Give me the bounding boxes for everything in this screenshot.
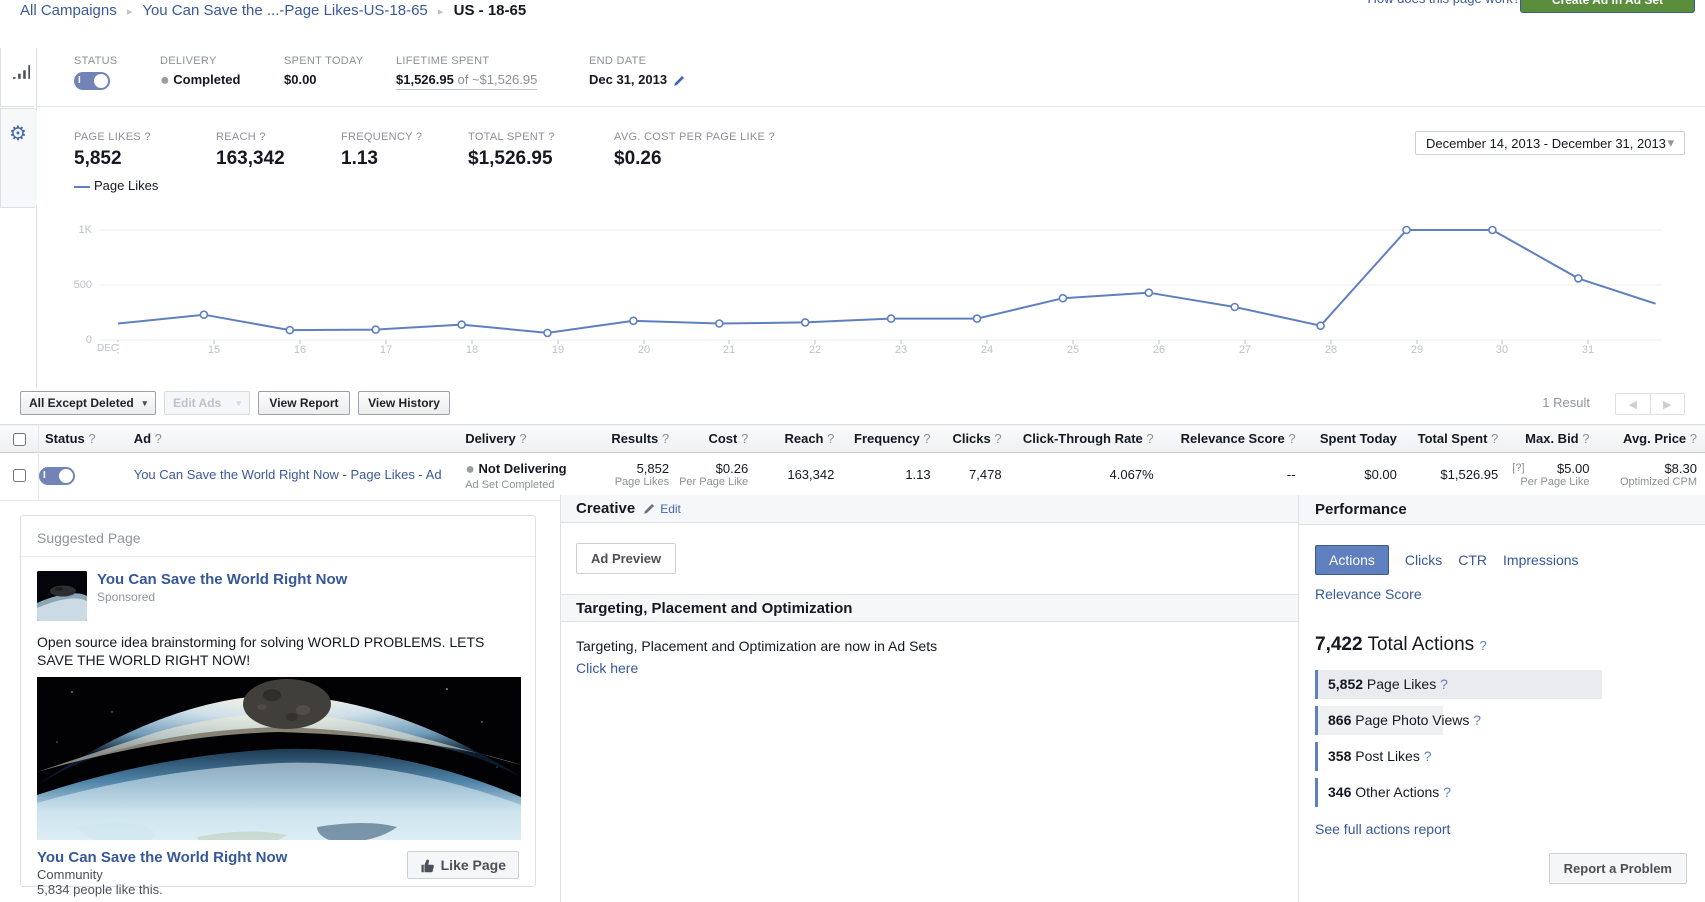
svg-text:27: 27 bbox=[1239, 344, 1251, 355]
svg-text:17: 17 bbox=[380, 344, 392, 355]
svg-text:30: 30 bbox=[1496, 344, 1508, 355]
svg-text:18: 18 bbox=[466, 344, 478, 355]
svg-text:0: 0 bbox=[86, 334, 92, 346]
svg-text:21: 21 bbox=[723, 344, 735, 355]
svg-text:31: 31 bbox=[1582, 344, 1594, 355]
svg-text:24: 24 bbox=[981, 344, 993, 355]
svg-text:29: 29 bbox=[1411, 344, 1423, 355]
svg-text:20: 20 bbox=[638, 344, 650, 355]
svg-text:23: 23 bbox=[895, 344, 907, 355]
svg-text:1K: 1K bbox=[79, 224, 93, 236]
svg-text:16: 16 bbox=[294, 344, 306, 355]
svg-text:25: 25 bbox=[1067, 344, 1079, 355]
svg-text:DEC: DEC bbox=[97, 343, 118, 354]
svg-text:15: 15 bbox=[208, 344, 220, 355]
svg-text:26: 26 bbox=[1153, 344, 1165, 355]
svg-text:28: 28 bbox=[1325, 344, 1337, 355]
svg-text:500: 500 bbox=[74, 279, 92, 291]
svg-text:19: 19 bbox=[552, 344, 564, 355]
svg-text:22: 22 bbox=[809, 344, 821, 355]
